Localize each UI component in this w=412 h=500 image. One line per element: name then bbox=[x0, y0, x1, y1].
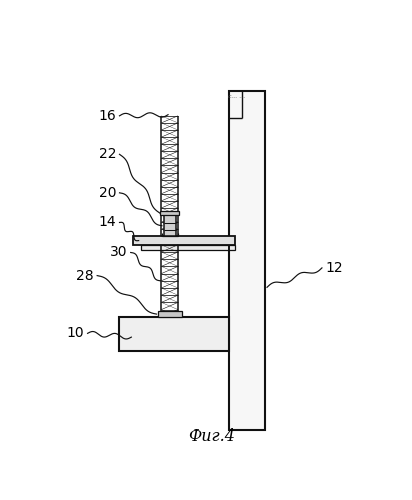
Bar bbox=[141, 245, 235, 250]
Text: 22: 22 bbox=[98, 148, 116, 162]
Bar bbox=[133, 236, 235, 245]
Bar bbox=[164, 215, 176, 236]
Text: 16: 16 bbox=[98, 109, 116, 123]
Text: 10: 10 bbox=[67, 326, 84, 340]
Text: 30: 30 bbox=[110, 246, 127, 260]
Bar bbox=[119, 317, 229, 350]
Bar bbox=[160, 211, 179, 215]
Bar bbox=[229, 91, 265, 430]
Text: 20: 20 bbox=[98, 186, 116, 200]
Text: Фиг.4: Фиг.4 bbox=[188, 428, 234, 445]
Text: 14: 14 bbox=[98, 216, 116, 230]
Text: c... ...: c... ... bbox=[228, 94, 246, 99]
Text: 12: 12 bbox=[325, 261, 343, 275]
Text: 28: 28 bbox=[76, 268, 94, 282]
Bar bbox=[157, 312, 182, 317]
